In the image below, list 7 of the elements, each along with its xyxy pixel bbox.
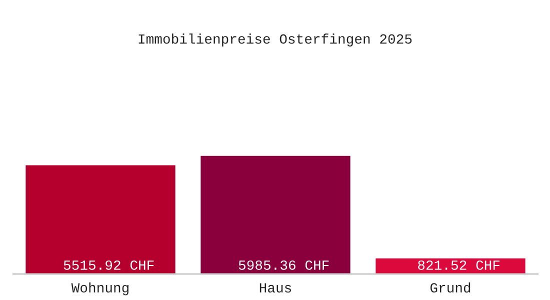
chart-title: Immobilienpreise Osterfingen 2025 <box>138 34 412 46</box>
data-label: 821.52 CHF <box>418 260 500 270</box>
x-tick-label: Grund <box>430 282 470 293</box>
x-tick-label: Haus <box>260 283 292 293</box>
x-tick-label: Wohnung <box>71 282 128 296</box>
data-label: 5515.92 CHF <box>64 260 154 270</box>
data-label: 5985.36 CHF <box>238 260 329 270</box>
